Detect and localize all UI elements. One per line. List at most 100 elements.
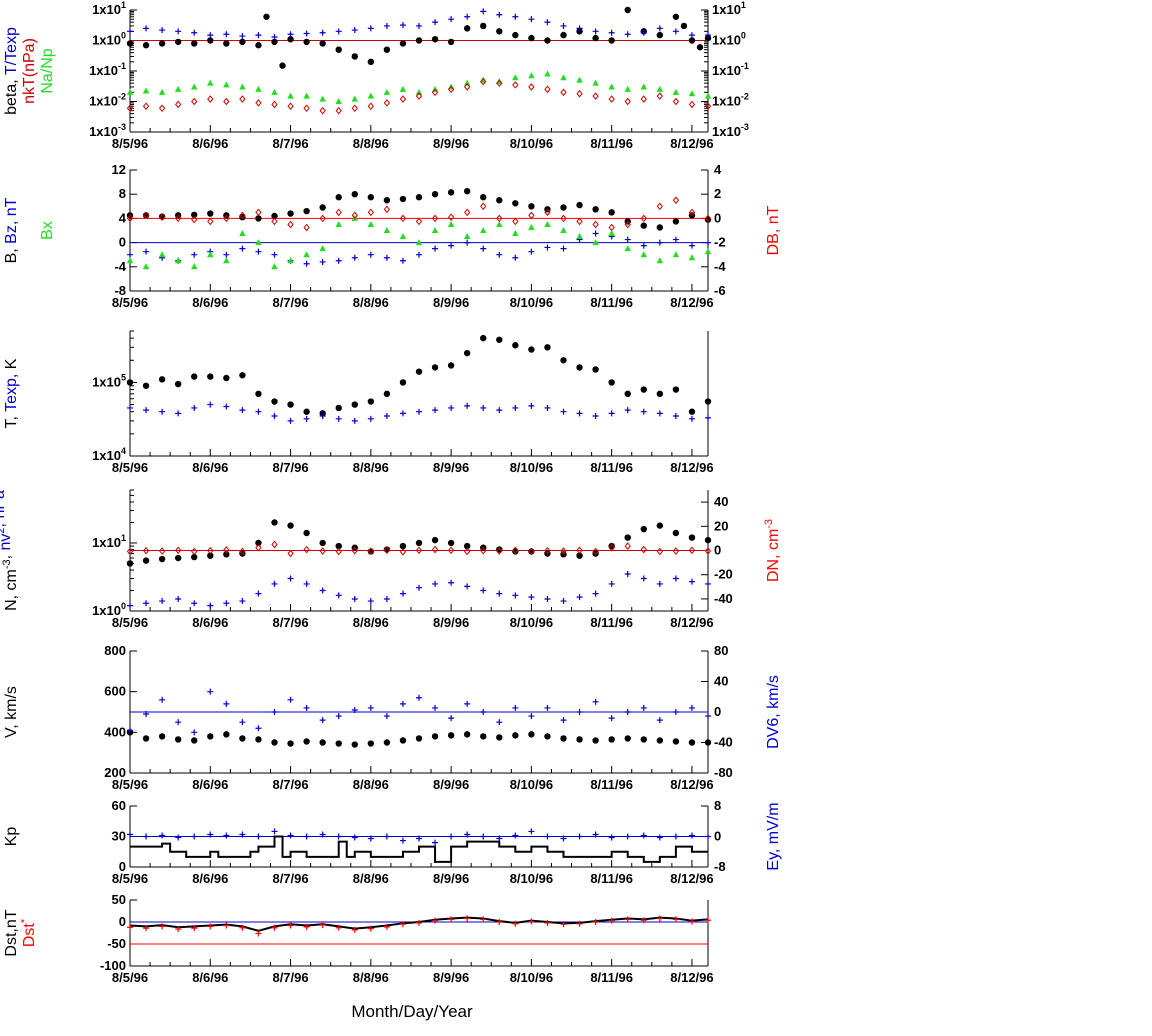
data-point [480,8,487,15]
data-point [592,34,599,42]
data-point [159,832,166,839]
data-point [335,713,342,720]
data-point [191,373,198,380]
y-tick-label: 12 [112,162,126,177]
data-point [126,547,134,556]
data-point [383,923,390,930]
y-tick-label: -8 [114,283,126,298]
data-point [367,194,375,201]
data-point [464,83,471,91]
data-point [239,924,246,931]
data-point [464,13,471,20]
data-point [335,404,342,412]
data-point [303,92,310,99]
data-point [576,233,583,240]
data-point [431,36,439,43]
data-point [142,735,150,742]
data-point [544,37,551,44]
data-point [496,546,503,553]
data-point [287,257,294,264]
data-point [143,248,150,255]
y2-tick-label: 20 [714,518,728,533]
data-point [399,837,406,844]
data-point [480,227,487,233]
data-point [624,407,631,414]
data-point [672,547,680,555]
data-point [512,31,519,39]
data-point [319,245,326,252]
series-0 [126,6,712,69]
data-point [399,257,406,264]
data-point [688,37,696,44]
data-point [608,410,615,417]
x-tick-label: 8/10/96 [510,460,553,475]
x-tick-label: 8/6/96 [192,777,228,792]
x-tick-label: 8/10/96 [510,970,553,985]
y-tick-label: 0 [119,914,126,929]
data-point [303,545,310,554]
data-point [126,88,134,95]
data-point [624,833,631,840]
data-point [480,194,487,201]
data-point [544,70,551,77]
y-tick-label: 800 [104,643,126,658]
data-point [608,95,615,103]
data-point [528,211,535,220]
series-0 [126,519,712,567]
data-point [255,32,262,39]
data-point [351,706,358,713]
data-point [367,251,374,258]
data-point [174,38,182,46]
x-tick-label: 8/10/96 [510,777,553,792]
data-point [512,704,519,711]
data-point [399,22,406,29]
data-point [143,25,150,32]
data-point [335,833,342,840]
data-point [560,204,567,211]
data-point [624,916,631,923]
data-point [528,402,535,409]
data-point [223,546,230,554]
data-point [287,740,294,747]
data-point [142,102,150,111]
data-point [271,263,278,270]
data-point [367,208,374,217]
data-point [576,546,583,555]
y2-axis-title: DV6, km/s [765,675,782,749]
y-tick-label: 400 [104,724,126,739]
x-tick-label: 8/11/96 [590,615,633,630]
data-point [271,828,278,835]
data-point [528,203,535,210]
x-tick-label: 8/12/96 [670,777,713,792]
y2-tick-label: 80 [714,643,728,658]
data-point [239,598,246,605]
data-point [656,202,663,211]
x-axis-title: Month/Day/Year [351,1002,473,1021]
data-point [223,374,230,382]
data-point [143,600,150,607]
data-point [158,376,166,383]
data-point [351,401,358,408]
data-point [640,575,647,582]
data-point [255,590,262,597]
data-point [431,545,439,554]
data-point [287,575,294,582]
data-point [624,236,631,243]
data-point [704,547,712,555]
data-point [303,30,310,37]
y-tick-label: -50 [107,936,126,951]
data-point [592,831,599,838]
y-axis-title: N, cm-3, nv2, nPa [0,490,20,611]
y2-tick-label: -6 [714,283,726,298]
data-point [592,79,599,86]
data-point [335,220,342,227]
data-point [239,211,246,220]
y2-tick-label: 8 [714,798,721,813]
y-axis-title: Kp [3,827,20,847]
data-point [303,580,310,587]
data-point [159,27,166,34]
data-point [447,539,455,547]
data-point [704,739,712,746]
data-point [447,362,455,369]
x-tick-label: 8/11/96 [590,777,633,792]
